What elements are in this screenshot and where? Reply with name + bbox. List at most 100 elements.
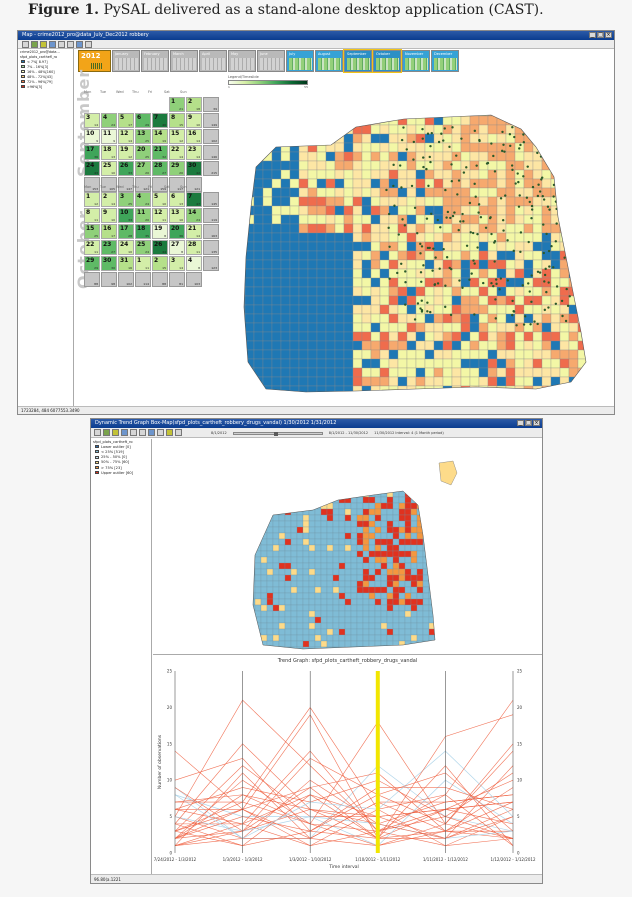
tree-item[interactable]: crime2012_pro@data... [18,49,73,54]
calendar-cell[interactable]: 26 33 [118,161,134,176]
zoom-in-icon[interactable] [49,41,56,48]
calendar-cell[interactable]: 18 35 [135,224,151,239]
month-tile[interactable]: October [372,49,402,73]
calendar-cell[interactable]: 103 [186,272,202,287]
select-icon[interactable] [40,41,47,48]
calendar-cell[interactable]: 15 25 [84,224,100,239]
calendar-cell[interactable]: 17 36 [84,145,100,160]
calendar-cell[interactable]: 7 47 [186,192,202,207]
calendar-cell[interactable]: 81 [169,272,185,287]
calendar-cell[interactable]: 135 [203,240,219,255]
calendar-cell[interactable]: 17 28 [118,224,134,239]
calendar-cell[interactable]: 28 11 [186,240,202,255]
calendar-cell[interactable]: 31 16 [118,256,134,271]
month-tile[interactable]: December [431,50,459,72]
calendar-cell[interactable]: 147 [118,177,134,192]
calendar-cell[interactable]: 13 25 [135,129,151,144]
calendar-cell[interactable]: 5 17 [118,113,134,128]
calendar-cell[interactable]: 29 20 [169,161,185,176]
trend-graph[interactable]: 7/24/2012 - 1/3/2012 1/3/2012 - 1/3/2012 1… [153,657,542,875]
tree-item[interactable]: < 7%[ 8.97] [18,59,73,64]
calendar-cell[interactable]: 22 11 [84,240,100,255]
calendar-cell[interactable]: 7 40 [152,113,168,128]
maximize-button[interactable]: □ [525,420,532,426]
calendar-cell[interactable]: 2 14 [101,192,117,207]
month-tile[interactable]: June [257,50,285,72]
calendar-cell[interactable]: 21 32 [152,145,168,160]
calendar-cell[interactable]: 27 20 [135,161,151,176]
calendar-cell[interactable]: 149 [203,113,219,128]
calendar-cell[interactable]: 102 [203,129,219,144]
calendar-cell[interactable]: 24 10 [118,240,134,255]
calendar-cell[interactable]: 3 14 [169,256,185,271]
pan-icon[interactable] [67,41,74,48]
calendar-cell[interactable]: 25 24 [135,240,151,255]
month-tile[interactable]: May [228,50,256,72]
calendar-cell[interactable]: 88 [84,272,100,287]
calendar-cell[interactable]: 20 36 [169,224,185,239]
month-tile[interactable]: August [315,50,343,72]
window-titlebar[interactable]: Map - crime2012_pro@data_July_Dec2012 ro… [18,31,614,40]
calendar-cell[interactable]: 121 [186,177,202,192]
calendar-cell[interactable]: 102 [118,272,134,287]
calendar-cell[interactable]: 117 [169,177,185,192]
layer-icon[interactable] [31,41,38,48]
calendar-cell[interactable]: 19 12 [118,145,134,160]
tree-item[interactable]: >96%[5] [18,84,73,89]
calendar-cell[interactable]: 21 14 [186,224,202,239]
calendar-cell[interactable]: 105 [101,177,117,192]
zoom-out-icon[interactable] [130,429,137,436]
calendar-cell[interactable]: 13 10 [169,208,185,223]
calendar-cell[interactable]: 28 27 [152,161,168,176]
tree-item[interactable]: Lower outlier [0] [91,444,151,449]
tree-item[interactable]: 48% - 72%[43] [18,74,73,79]
calendar-cell[interactable]: 8 15 [169,113,185,128]
calendar-cell[interactable]: 6 13 [169,192,185,207]
calendar-cell[interactable]: 215 [203,161,219,176]
calendar-cell[interactable]: 5 10 [152,192,168,207]
tree-item[interactable]: Upper outlier [60] [91,470,151,475]
calendar-cell[interactable]: 3 25 [118,192,134,207]
calendar-cell[interactable]: 4 24 [101,113,117,128]
calendar-cell[interactable]: 1 12 [84,192,100,207]
calendar-cell[interactable]: 1 11 [135,256,151,271]
tree-item[interactable]: < 25% [519] [91,449,151,454]
calendar-cell[interactable]: 15 12 [169,129,185,144]
calendar-cell[interactable]: 16 17 [101,224,117,239]
calendar-cell[interactable]: 23 14 [186,145,202,160]
window-titlebar[interactable]: Dynamic Trend Graph Box-Map(sfpd_plots_c… [91,419,542,428]
minimize-button[interactable]: _ [517,420,524,426]
calendar-cell[interactable]: 4 24 [135,192,151,207]
open-icon[interactable] [94,429,101,436]
tree-item[interactable]: 16% - 48%[160] [18,69,73,74]
calendar-cell[interactable]: 9 10 [186,113,202,128]
calendar-cell[interactable]: 3 14 [84,113,100,128]
calendar-cell[interactable]: 12 14 [118,129,134,144]
calendar-cell[interactable]: 25 10 [101,161,117,176]
calendar-cell[interactable]: 121 [135,177,151,192]
time-slider[interactable]: 8/1/2012 8/1/2012 - 11/30/2012 11/30/201… [211,430,451,436]
calendar-cell[interactable]: 88 [152,272,168,287]
slider-track[interactable] [232,431,323,436]
calendar-cell[interactable]: 123 [203,256,219,271]
box-map[interactable] [243,455,473,655]
calendar-cell[interactable]: 26 44 [152,240,168,255]
calendar-cell[interactable]: 39 [203,97,219,112]
month-tile[interactable]: September [343,49,373,73]
calendar-cell[interactable]: 18 13 [101,145,117,160]
month-tile[interactable]: January [112,50,140,72]
tree-item[interactable]: 25% - 50% [0] [91,455,151,460]
calendar-cell[interactable]: 29 29 [84,256,100,271]
calendar-cell[interactable]: 10 33 [118,208,134,223]
tree-item[interactable]: sfpd_plots_carthefl_ro [18,54,73,59]
calendar-cell[interactable]: 20 25 [135,145,151,160]
calendar-cell[interactable]: 10 9 [84,129,100,144]
calendar-cell[interactable]: 23 27 [101,240,117,255]
calendar-cell[interactable]: 153 [84,177,100,192]
close-button[interactable]: × [533,420,540,426]
zoom-out-icon[interactable] [58,41,65,48]
